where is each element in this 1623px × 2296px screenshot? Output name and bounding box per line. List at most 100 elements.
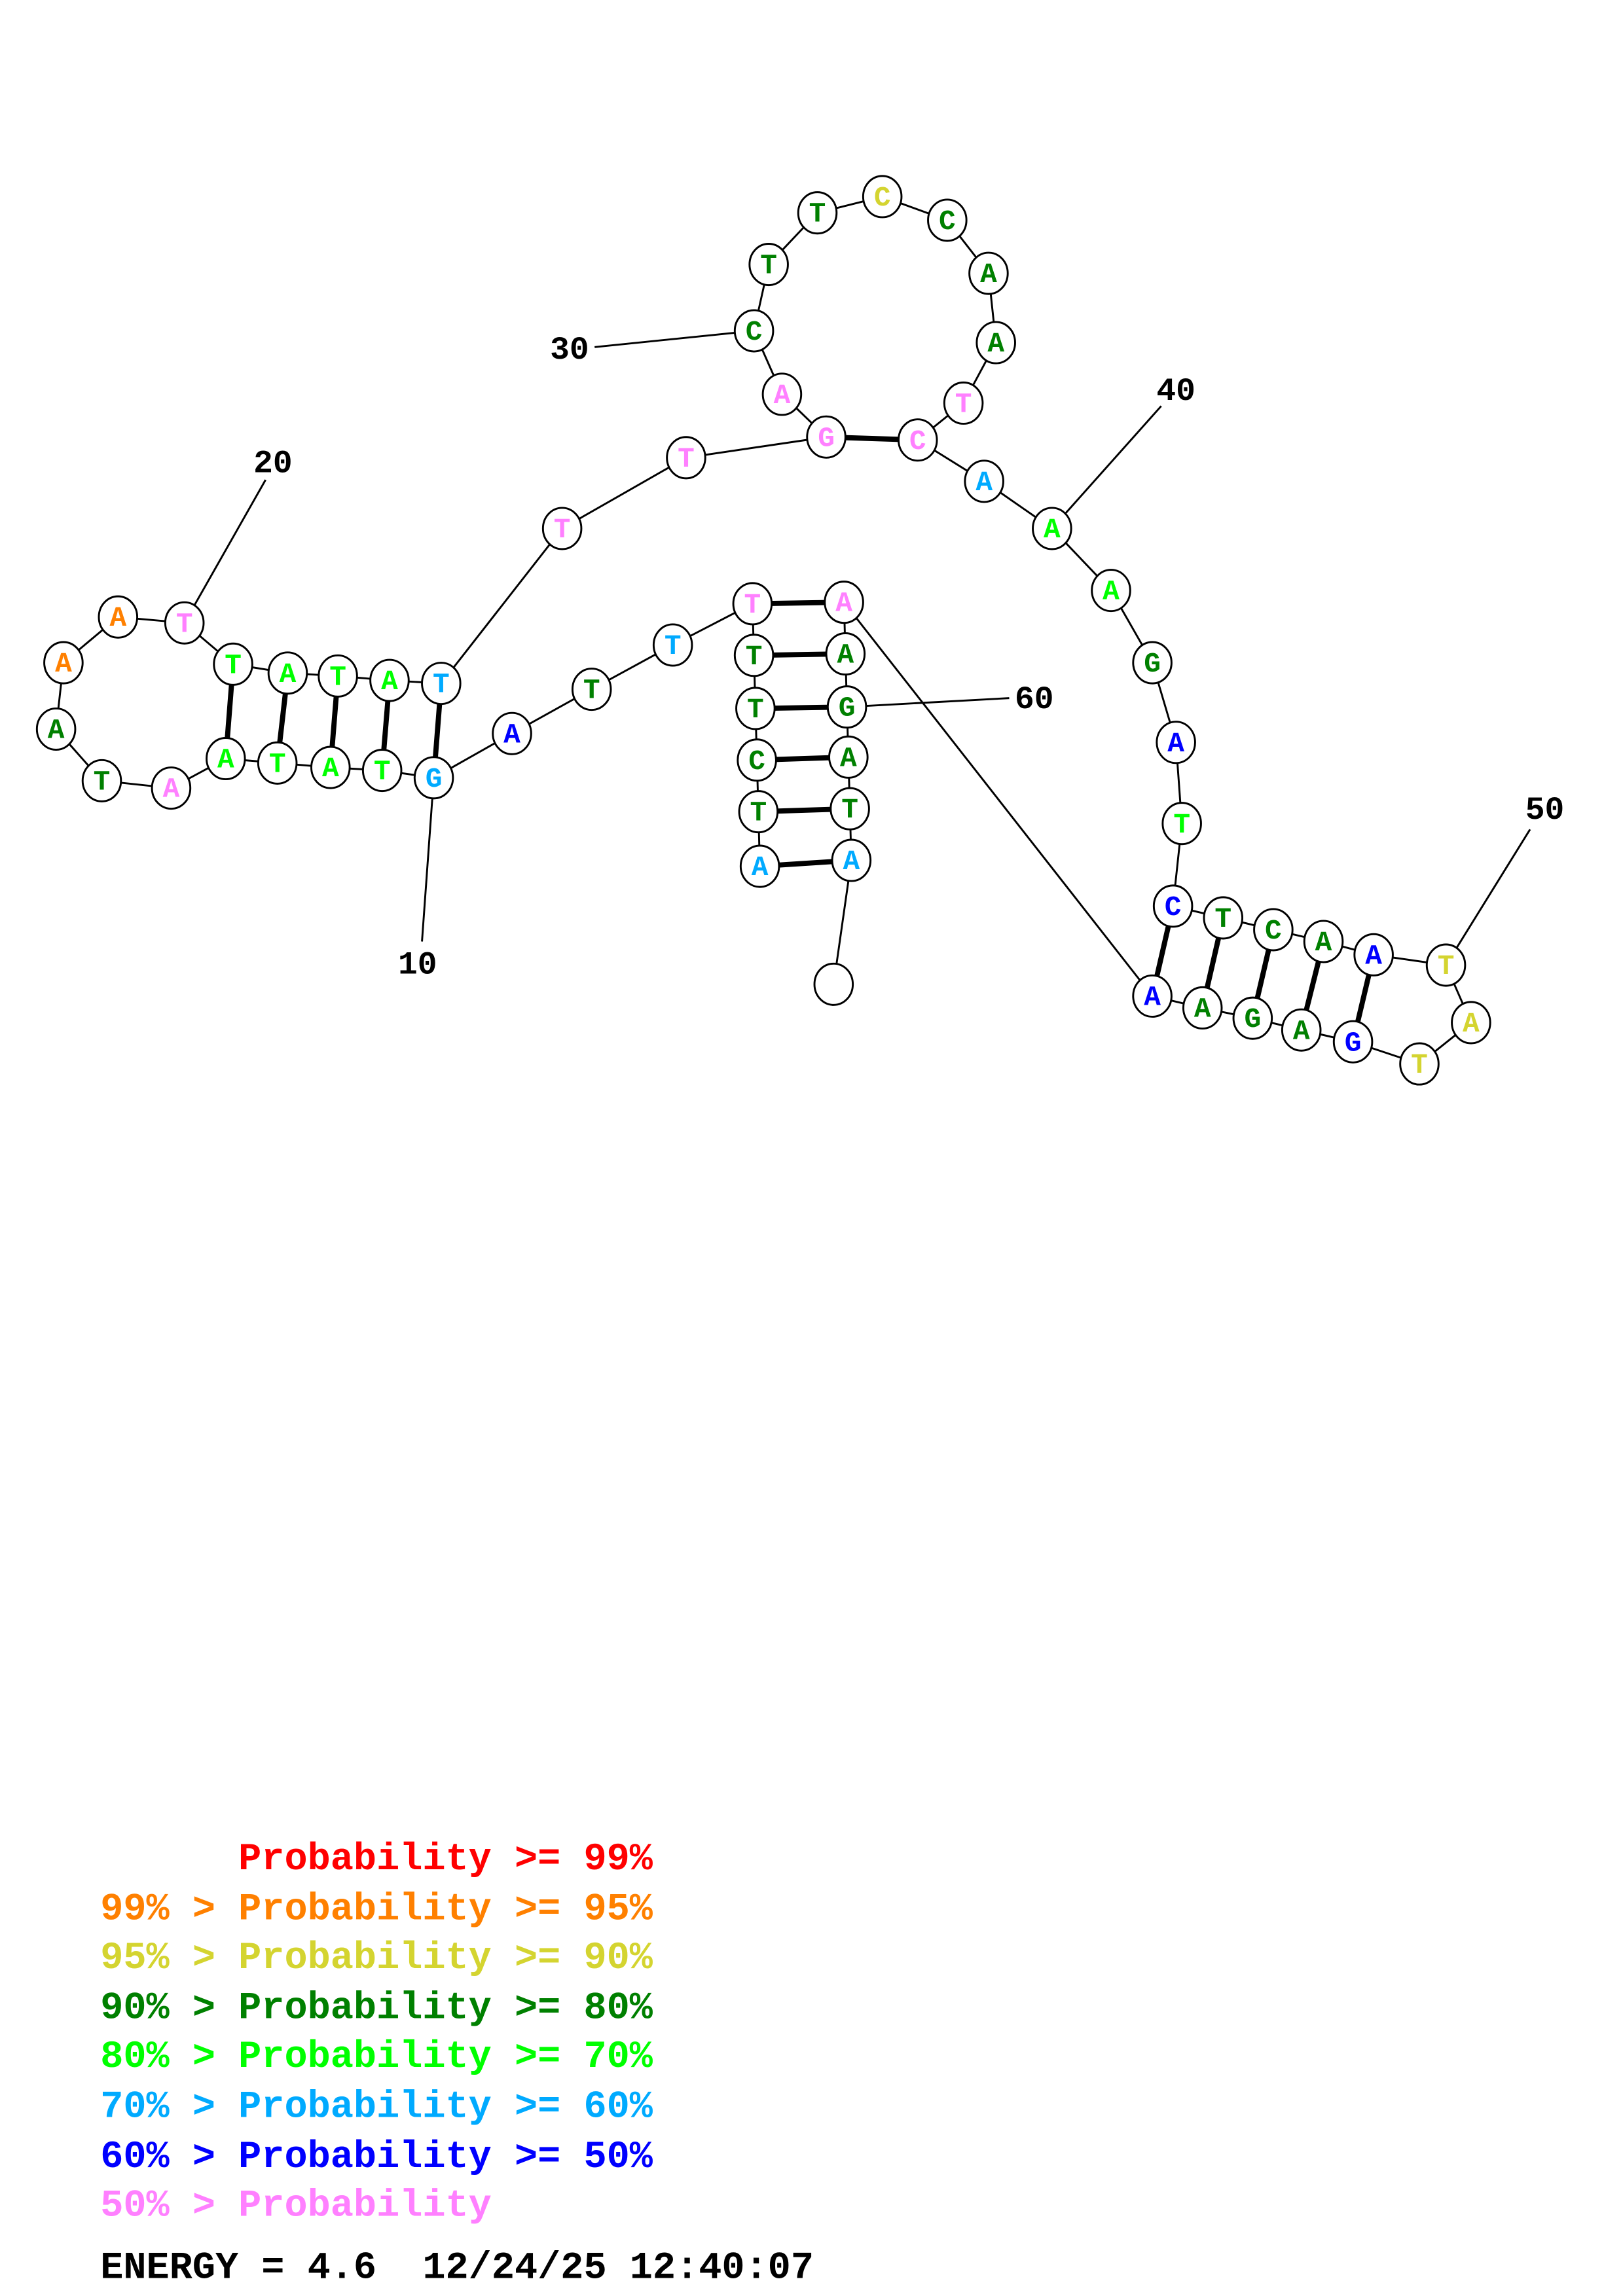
nucleotide-circle — [806, 415, 847, 459]
nucleotide-circle — [976, 321, 1016, 365]
nucleotide-letter: T — [955, 388, 972, 420]
nucleotide-letter: G — [839, 692, 856, 725]
nucleotide: A — [1182, 986, 1223, 1030]
position-label: 20 — [253, 445, 293, 482]
nucleotide-letter: A — [1194, 993, 1211, 1025]
nucleotide-circle — [828, 735, 869, 779]
nucleotide: A — [964, 459, 1004, 503]
nucleotide-circle — [1132, 974, 1173, 1018]
nucleotide: T — [748, 243, 789, 287]
nucleotide: G — [1232, 996, 1273, 1040]
nucleotide-circle — [421, 662, 462, 706]
nucleotide: A — [310, 745, 351, 789]
nucleotide-circle — [151, 766, 192, 810]
nucleotide-letter: A — [503, 719, 520, 751]
nucleotide-circle — [813, 962, 854, 1006]
nucleotide-letter: A — [837, 639, 854, 672]
position-tick — [183, 479, 266, 624]
nucleotide: T — [735, 687, 776, 730]
nucleotide-circle — [310, 745, 351, 789]
nucleotide: A — [761, 372, 803, 416]
nucleotide-circle — [748, 243, 789, 287]
nucleotide-letter: G — [1345, 1027, 1362, 1059]
nucleotide: A — [369, 658, 410, 702]
nucleotide: A — [492, 711, 532, 755]
nucleotide: T — [652, 623, 693, 667]
nucleotide-circle — [761, 372, 803, 416]
position-label: 40 — [1156, 373, 1195, 410]
nucleotide-letter: T — [269, 748, 286, 780]
nucleotide-letter: A — [109, 602, 126, 634]
nucleotide-circle — [737, 738, 777, 782]
nucleotide-letter: T — [809, 198, 826, 230]
nucleotide: C — [737, 738, 777, 782]
nucleotide-circle — [369, 658, 410, 702]
nucleotide-letter: A — [1365, 940, 1382, 972]
nucleotide-circle — [1132, 641, 1173, 685]
nucleotide: T — [257, 741, 298, 785]
nucleotide-circle — [964, 459, 1004, 503]
nucleotide: A — [1451, 1001, 1491, 1045]
nucleotide-circle — [732, 582, 773, 626]
nucleotide-letter: T — [841, 794, 858, 826]
nucleotide-letter: T — [678, 443, 695, 475]
nucleotide-letter: A — [843, 846, 860, 878]
nucleotide-letter: C — [746, 316, 763, 348]
position-tick — [847, 697, 1010, 708]
nucleotide: T — [421, 662, 462, 706]
nucleotide-circle — [164, 601, 205, 645]
nucleotide: A — [1156, 721, 1196, 764]
nucleotide-letter: C — [874, 182, 891, 214]
nucleotide-circle — [1425, 943, 1467, 987]
nucleotide-circle — [492, 711, 532, 755]
nucleotide-circle — [43, 641, 84, 685]
position-tick — [1445, 829, 1531, 966]
nucleotide-letter: T — [750, 797, 767, 829]
position-tick — [421, 778, 435, 942]
nucleotide-letter: A — [1315, 927, 1332, 959]
nucleotide-circle — [318, 654, 358, 698]
nucleotide-circle — [1353, 933, 1394, 977]
nucleotide-circle — [831, 838, 872, 882]
nucleotide: A — [828, 735, 869, 779]
nucleotide: A — [1032, 507, 1072, 550]
nucleotide-circle — [541, 507, 583, 550]
nucleotide-circle — [1152, 884, 1194, 928]
nucleotide-letter: G — [426, 763, 443, 795]
nucleotide: A — [43, 641, 84, 685]
nucleotide-letter: A — [980, 259, 997, 291]
nucleotide-circle — [35, 707, 77, 751]
energy-timestamp: ENERGY = 4.6 12/24/25 12:40:07 — [100, 2246, 814, 2289]
nucleotide-circle — [826, 685, 867, 729]
nucleotide-letter: A — [752, 852, 769, 884]
nucleotide-circle — [733, 309, 775, 353]
nucleotide-letter: C — [1165, 891, 1182, 924]
nucleotide — [813, 962, 854, 1006]
nucleotide-circle — [98, 595, 139, 639]
nucleotide-letter: A — [987, 328, 1004, 360]
nucleotide-circle — [571, 668, 612, 711]
nucleotide-letter: T — [747, 694, 764, 726]
nucleotide-circle — [413, 756, 454, 800]
nucleotide-circle — [361, 749, 403, 793]
nucleotide: A — [1353, 933, 1394, 977]
nucleotide: A — [1281, 1008, 1322, 1052]
nucleotide-circle — [1091, 569, 1131, 613]
nucleotide-letter: A — [1293, 1015, 1310, 1047]
nucleotide-circle — [968, 251, 1009, 295]
nucleotide-circle — [1032, 507, 1072, 550]
nucleotide: T — [571, 668, 612, 711]
nucleotide: T — [797, 191, 838, 235]
nucleotide: T — [738, 790, 779, 834]
nucleotide: A — [267, 651, 308, 695]
nucleotide-letter: A — [840, 742, 857, 774]
legend-entry: 80% > Probability >= 70% — [100, 2035, 653, 2079]
nucleotide-circle — [943, 381, 984, 425]
nucleotide-circle — [1161, 802, 1202, 846]
nucleotide: G — [1132, 641, 1173, 685]
nucleotide-letter: A — [1103, 576, 1120, 608]
nucleotide-letter: A — [55, 648, 72, 680]
nucleotide: T — [1203, 896, 1244, 940]
nucleotide: T — [361, 749, 403, 793]
